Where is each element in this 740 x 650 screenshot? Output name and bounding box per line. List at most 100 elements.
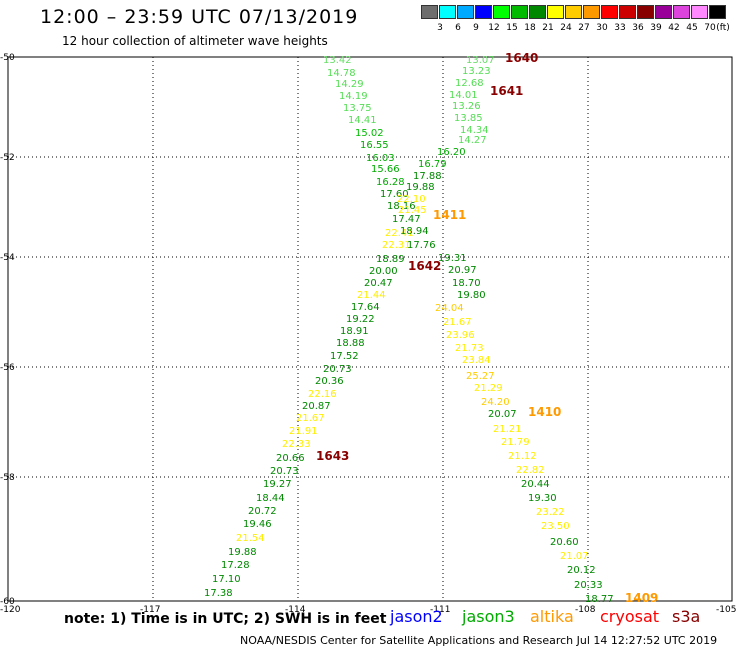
- wave-height-observation: 20.44: [521, 479, 550, 490]
- wave-height-observation: 17.88: [413, 171, 442, 182]
- latitude-label: -58: [0, 473, 15, 483]
- wave-height-observation: 21.12: [508, 451, 537, 462]
- wave-height-observation: 13.75: [343, 103, 372, 114]
- legend-tick: 27: [578, 23, 590, 33]
- wave-height-observation: 21.54: [236, 533, 265, 544]
- wave-height-observation: 14.34: [460, 125, 489, 136]
- wave-height-observation: 21.79: [501, 437, 530, 448]
- wave-height-observation: 17.52: [330, 351, 359, 362]
- longitude-label: -120: [0, 605, 21, 615]
- wave-height-observation: 22.31: [382, 240, 411, 251]
- wave-height-observation: 20.33: [574, 580, 603, 591]
- wave-height-observation: 13.07: [466, 55, 495, 66]
- wave-height-observation: 16.79: [418, 159, 447, 170]
- satellite-altika: altika: [530, 607, 574, 626]
- latitude-label: -50: [0, 53, 15, 63]
- wave-height-observation: 16.55: [360, 140, 389, 151]
- wave-height-observation: 19.22: [346, 314, 375, 325]
- pass-time-label: 1643: [316, 449, 349, 463]
- wave-height-observation: 15.02: [355, 128, 384, 139]
- longitude-label: -114: [285, 605, 306, 615]
- wave-height-observation: 17.10: [212, 574, 241, 585]
- wave-height-observation: 21.44: [357, 290, 386, 301]
- longitude-label: -117: [140, 605, 160, 615]
- pass-time-label: 1640: [505, 51, 538, 65]
- wave-height-observation: 16.28: [376, 177, 405, 188]
- legend-tick: 3: [437, 23, 443, 33]
- wave-height-observation: 21.29: [474, 383, 503, 394]
- wave-height-observation: 13.23: [462, 66, 491, 77]
- legend-swatch: [547, 5, 564, 19]
- wave-height-observation: 17.47: [392, 214, 421, 225]
- legend-swatch: [637, 5, 654, 19]
- wave-height-observation: 12.68: [455, 78, 484, 89]
- pass-time-label: 1641: [490, 84, 523, 98]
- wave-height-observation: 24.04: [435, 303, 464, 314]
- legend-swatch: [619, 5, 636, 19]
- latitude-label: -56: [0, 363, 15, 373]
- wave-height-observation: 19.46: [243, 519, 272, 530]
- wave-height-observation: 25.27: [466, 371, 495, 382]
- wave-height-observation: 21.91: [289, 426, 318, 437]
- legend-tick: 36: [632, 23, 644, 33]
- wave-height-observation: 20.87: [302, 401, 331, 412]
- wave-height-observation: 19.88: [228, 547, 257, 558]
- wave-height-observation: 18.94: [400, 226, 429, 237]
- wave-height-observation: 16.20: [437, 147, 466, 158]
- satellite-jason2: jason2: [390, 607, 443, 626]
- wave-height-observation: 13.42: [323, 55, 352, 66]
- wave-height-observation: 19.80: [457, 290, 486, 301]
- map-frame: [7, 56, 733, 602]
- wave-height-observation: 18.89: [376, 254, 405, 265]
- legend-swatch: [709, 5, 726, 19]
- legend-tick: 70: [704, 23, 716, 33]
- legend-tick: 15: [506, 23, 518, 33]
- legend-swatch: [529, 5, 546, 19]
- wave-height-observation: 17.64: [351, 302, 380, 313]
- latitude-label: -54: [0, 253, 15, 263]
- longitude-label: -105: [716, 605, 736, 615]
- wave-height-observation: 13.26: [452, 101, 481, 112]
- wave-height-observation: 22.33: [282, 439, 311, 450]
- wave-height-observation: 14.78: [327, 68, 356, 79]
- wave-height-observation: 20.36: [315, 376, 344, 387]
- wave-height-observation: 20.72: [248, 506, 277, 517]
- wave-height-observation: 14.19: [339, 91, 368, 102]
- legend-swatch: [691, 5, 708, 19]
- wave-height-observation: 14.27: [458, 135, 487, 146]
- wave-height-observation: 17.28: [221, 560, 250, 571]
- legend-unit: (ft): [716, 23, 730, 33]
- legend-tick: 9: [473, 23, 479, 33]
- wave-height-observation: 17.60: [380, 189, 409, 200]
- wave-height-observation: 17.38: [204, 588, 233, 599]
- wave-height-observation: 20.97: [448, 265, 477, 276]
- pass-time-label: 1409: [625, 591, 658, 605]
- wave-height-observation: 21.67: [443, 317, 472, 328]
- wave-height-observation: 18.16: [387, 201, 416, 212]
- legend-swatch: [475, 5, 492, 19]
- wave-height-observation: 23.96: [446, 330, 475, 341]
- wave-height-observation: 21.07: [560, 551, 589, 562]
- legend-tick: 45: [686, 23, 698, 33]
- legend-swatch: [655, 5, 672, 19]
- legend-swatch: [511, 5, 528, 19]
- legend-swatch: [457, 5, 474, 19]
- wave-height-observation: 20.66: [276, 453, 305, 464]
- wave-height-observation: 21.45: [398, 205, 427, 216]
- wave-height-observation: 21.67: [296, 413, 325, 424]
- legend-tick: 39: [650, 23, 662, 33]
- longitude-label: -111: [430, 605, 450, 615]
- units-note: note: 1) Time is in UTC; 2) SWH is in fe…: [64, 611, 387, 627]
- wave-height-observation: 16.03: [366, 153, 395, 164]
- wave-height-observation: 19.30: [528, 493, 557, 504]
- satellite-s3a: s3a: [672, 607, 701, 626]
- legend-tick: 33: [614, 23, 626, 33]
- wave-height-observation: 22.10: [397, 194, 426, 205]
- legend-swatch: [601, 5, 618, 19]
- wave-height-observation: 15.66: [371, 164, 400, 175]
- legend-tick: 6: [455, 23, 461, 33]
- wave-height-observation: 14.29: [335, 79, 364, 90]
- longitude-label: -108: [575, 605, 596, 615]
- page-title: 12:00 – 23:59 UTC 07/13/2019: [40, 6, 359, 28]
- wave-height-observation: 21.21: [493, 424, 522, 435]
